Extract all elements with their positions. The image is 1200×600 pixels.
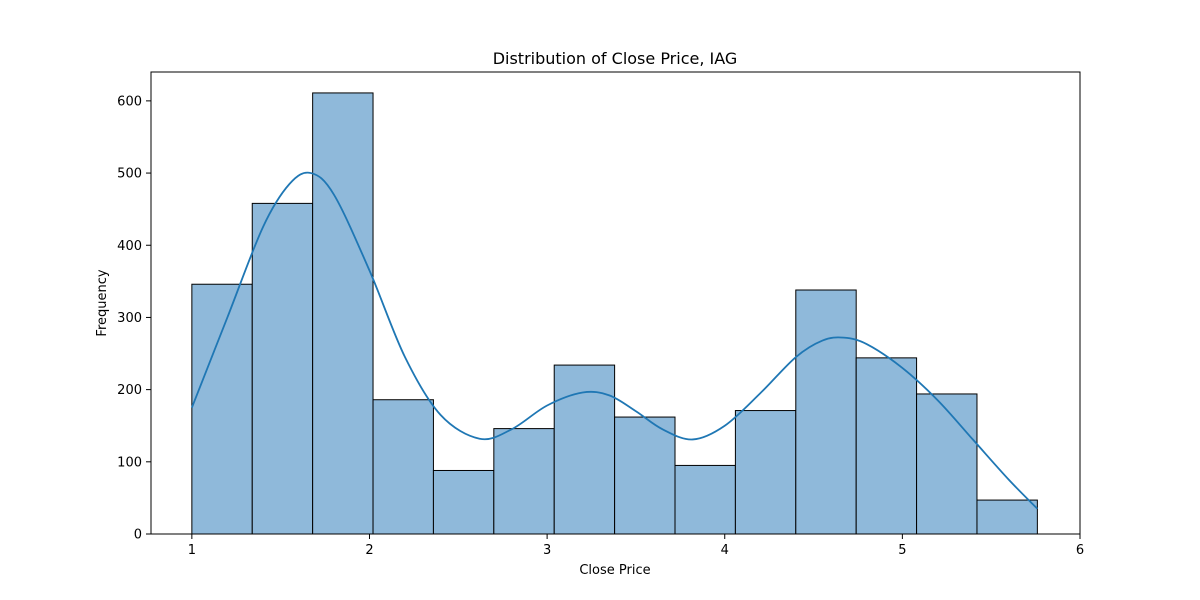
x-tick-label: 6: [1076, 543, 1084, 558]
histogram-bar-6: [493, 428, 555, 535]
x-tick-label: 1: [188, 543, 196, 558]
y-tick-label: 0: [134, 528, 142, 543]
histogram-bar-7: [553, 364, 616, 535]
y-tick-label: 200: [117, 383, 142, 398]
y-tick-label: 500: [117, 167, 142, 182]
histogram-bar-4: [372, 399, 434, 535]
x-axis-ticks: 1 2 3 4 5 6: [188, 534, 1084, 558]
histogram-bar-13: [916, 393, 978, 535]
y-tick-label: 600: [117, 94, 142, 109]
x-tick-label: 2: [365, 543, 373, 558]
histogram-bar-5: [432, 469, 495, 535]
x-tick-label: 3: [543, 543, 551, 558]
histogram-bar-1: [191, 283, 253, 535]
kde-line: [191, 171, 1039, 510]
histogram-bar-14: [976, 499, 1038, 535]
histogram-bar-10: [734, 410, 797, 535]
x-tick-label: 4: [721, 543, 729, 558]
x-tick-label: 5: [898, 543, 906, 558]
histogram-bar-3: [312, 92, 374, 535]
plot-frame: [150, 71, 1081, 535]
histogram-bar-12: [855, 357, 918, 535]
bars-group: [191, 92, 1038, 535]
y-tick-label: 100: [117, 455, 142, 470]
chart-title: Distribution of Close Price, IAG: [493, 49, 738, 68]
histogram-bar-9: [674, 464, 736, 535]
y-axis-label: Frequency: [95, 269, 110, 336]
histogram-bar-11: [795, 289, 857, 535]
histogram-bar-8: [614, 416, 676, 535]
y-axis-ticks: 0 100 200 300 400 500 600: [117, 94, 151, 543]
histogram-bar-2: [251, 202, 314, 535]
y-tick-label: 400: [117, 239, 142, 254]
x-axis-label: Close Price: [579, 563, 650, 578]
y-tick-label: 300: [117, 311, 142, 326]
